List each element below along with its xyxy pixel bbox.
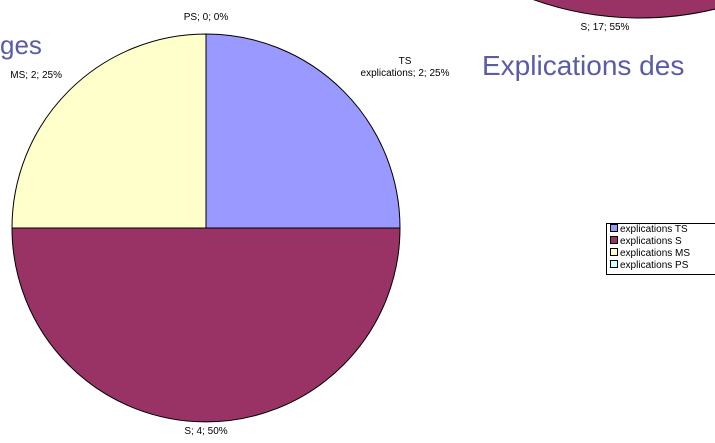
legend-item: explications TS [610, 224, 688, 236]
legend-swatch [610, 224, 618, 232]
legend-label: explications MS [620, 248, 691, 259]
legend-label: explications S [620, 236, 682, 247]
data-label: MS; 2; 25% [10, 70, 62, 81]
pie-slice [533, 0, 715, 19]
legend-item: explications S [610, 236, 682, 248]
legend-swatch [610, 260, 618, 268]
legend-label: explications PS [620, 260, 689, 271]
data-label: PS; 0; 0% [183, 12, 229, 23]
data-label: S; 4; 50% [184, 426, 228, 437]
data-label: S; 17; 55% [580, 22, 630, 33]
pie-slice [11, 227, 401, 423]
legend-swatch [610, 248, 618, 256]
legend-label: explications TS [620, 224, 688, 235]
legend-swatch [610, 236, 618, 244]
legend-item: explications PS [610, 260, 688, 272]
pie-slice [205, 33, 401, 229]
pie-slice [11, 33, 207, 229]
chart-title: Explications des [482, 50, 685, 81]
legend-item: explications MS [610, 248, 690, 260]
data-label: TS explications; 2; 25% [360, 56, 450, 79]
chart-title: ges [0, 30, 42, 60]
